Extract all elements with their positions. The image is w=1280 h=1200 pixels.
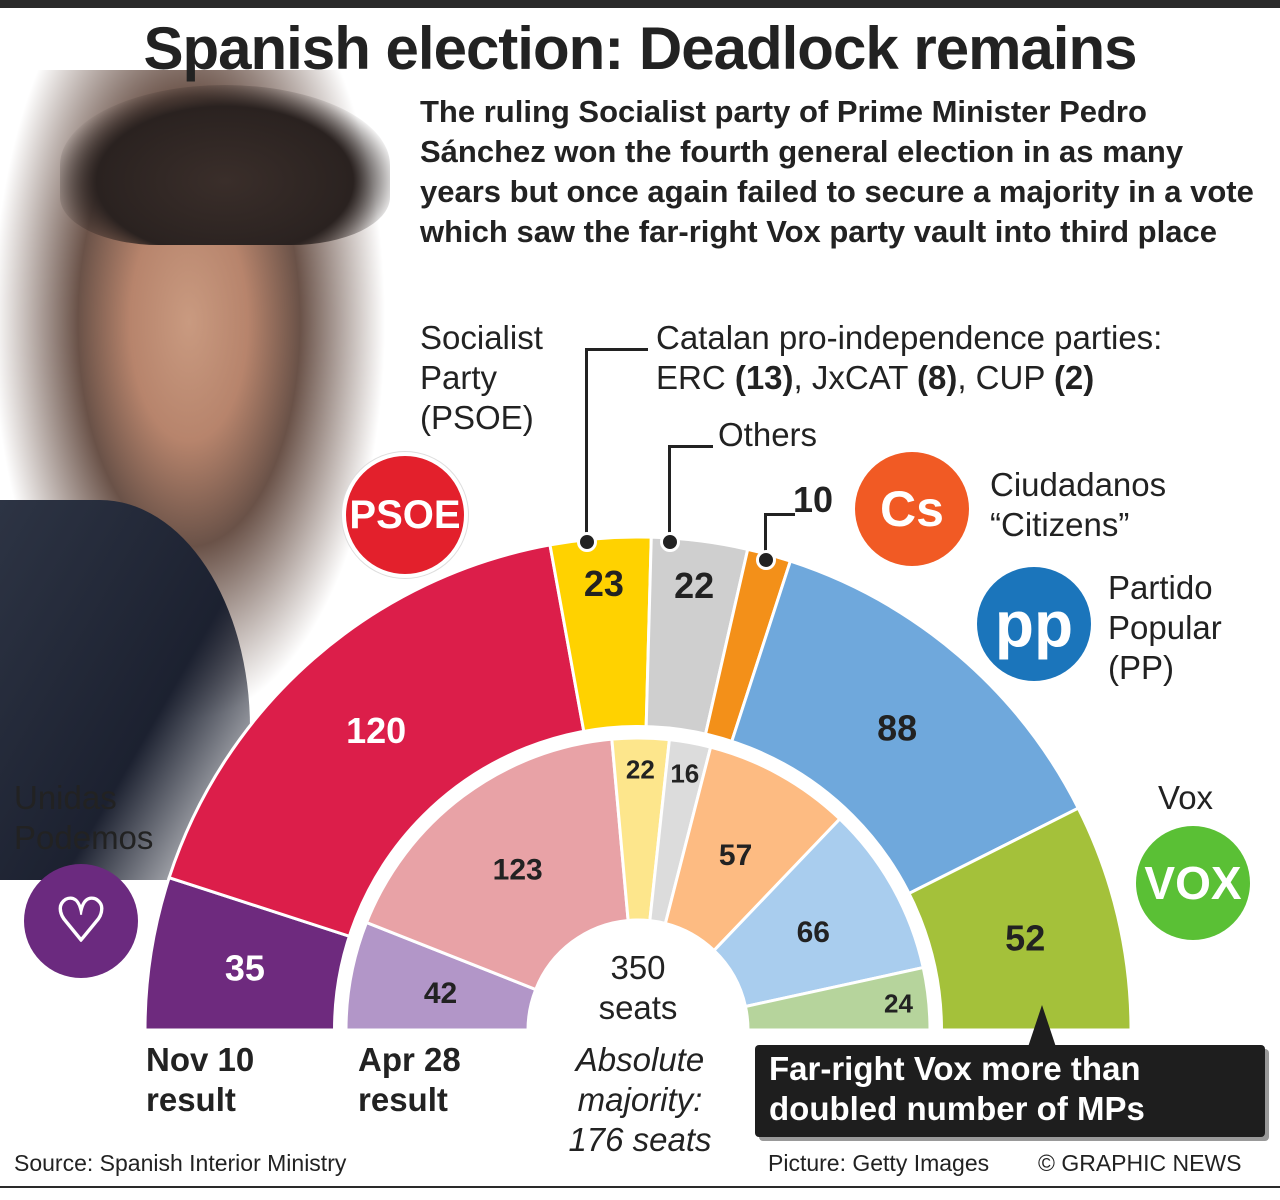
pp-label-line: Popular (1108, 609, 1222, 646)
cup-seats: (2) (1053, 359, 1095, 396)
catalan-label-title: Catalan pro-independence parties: (656, 319, 1163, 356)
result-line: result (146, 1081, 236, 1118)
podemos-label: Unidas Podemos (14, 778, 153, 858)
pp-label: Partido Popular (PP) (1108, 568, 1222, 688)
bottom-rule (0, 1186, 1280, 1188)
apr28-result-label: Apr 28 result (358, 1040, 461, 1120)
photo-hair (60, 85, 390, 245)
source-credit: Source: Spanish Interior Ministry (14, 1150, 347, 1176)
seat-value-label: 23 (584, 563, 624, 604)
seat-value-label: 52 (1005, 918, 1045, 959)
majority-line: Absolute (575, 1041, 705, 1078)
result-line: Nov 10 (146, 1041, 255, 1078)
cs-label-line: Ciudadanos (990, 466, 1167, 503)
seat-value-label: 57 (719, 839, 752, 872)
top-rule (0, 0, 1280, 8)
majority-line: 176 seats (568, 1121, 712, 1158)
podemos-heart-logo: ♡ (24, 864, 138, 978)
erc: ERC (656, 359, 735, 396)
cup: , CUP (957, 359, 1054, 396)
erc-seats: (13) (734, 359, 794, 396)
psoe-logo: PSOE (342, 452, 468, 578)
page-title: Spanish election: Deadlock remains (143, 15, 1137, 82)
cs-label-line: “Citizens” (990, 506, 1130, 543)
copyright: © GRAPHIC NEWS (1038, 1150, 1242, 1176)
picture-credit: Picture: Getty Images (768, 1150, 990, 1176)
catalan-label: Catalan pro-independence parties: ERC (1… (656, 318, 1162, 398)
callout-pointer (1028, 1005, 1056, 1047)
seat-value-label: 66 (797, 916, 830, 949)
seat-value-label: 35 (225, 947, 265, 988)
ring-gap (333, 725, 943, 1031)
pp-logo: pp (977, 567, 1091, 681)
result-line: Apr 28 (358, 1041, 461, 1078)
seat-value-label: 24 (884, 988, 913, 1018)
callout-line: Far-right Vox more than (769, 1050, 1141, 1087)
cs-leader-dot (756, 550, 776, 570)
catalan-leader-dot (577, 532, 597, 552)
seat-value-label: 22 (674, 565, 714, 606)
vox-logo: VOX (1136, 826, 1250, 940)
pp-label-line: Partido (1108, 569, 1213, 606)
pp-label-line: (PP) (1108, 649, 1174, 686)
seat-segment-vox (743, 965, 932, 1032)
catalan-leader-line (585, 348, 648, 541)
seat-segment-psoe (364, 737, 630, 992)
psoe-label: Socialist Party (PSOE) (420, 318, 543, 438)
seat-value-label: 22 (626, 755, 655, 785)
majority-line: majority: (577, 1081, 703, 1118)
cs-leader-line (764, 513, 795, 556)
others-label: Others (718, 416, 818, 453)
psoe-label-line: (PSOE) (420, 399, 534, 436)
jxcat: , JxCAT (793, 359, 917, 396)
podemos-label-line: Podemos (14, 819, 154, 856)
podemos-label-line: Unidas (14, 779, 117, 816)
vox-callout: Far-right Vox more than doubled number of… (755, 1045, 1265, 1137)
majority-note: Absolute majority: 176 seats (540, 1040, 740, 1160)
cs-logo: Cs (855, 452, 969, 566)
callout-line: doubled number of MPs (769, 1090, 1145, 1127)
intro-text: The ruling Socialist party of Prime Mini… (420, 94, 1254, 249)
seat-value-label: 88 (877, 708, 917, 749)
jxcat-seats: (8) (917, 359, 958, 396)
nov10-ring: 35 120 23 22 88 52 (143, 535, 1133, 1032)
cs-label: Ciudadanos “Citizens” (990, 465, 1166, 545)
result-line: result (358, 1081, 448, 1118)
seat-value-label: 42 (424, 977, 457, 1010)
total-seats-number: 350 (610, 949, 666, 986)
total-seats: 350 seats (560, 948, 716, 1028)
cs-seats-label: 10 (793, 479, 834, 520)
seat-value-label: 16 (670, 759, 699, 789)
apr28-ring: 42 123 22 16 57 66 24 (344, 736, 932, 1032)
nov10-result-label: Nov 10 result (146, 1040, 254, 1120)
vox-label: Vox (1158, 779, 1214, 816)
others-leader-dot (660, 532, 680, 552)
others-leader-line (668, 445, 713, 541)
psoe-label-line: Socialist (420, 319, 543, 356)
seat-value-label: 120 (346, 710, 406, 751)
catalan-parties: ERC (13), JxCAT (8), CUP (2) (656, 358, 1162, 398)
seat-segment-pp (711, 816, 926, 1009)
total-seats-unit: seats (598, 989, 678, 1026)
psoe-label-line: Party (420, 359, 498, 396)
seat-value-label: 123 (493, 853, 543, 886)
